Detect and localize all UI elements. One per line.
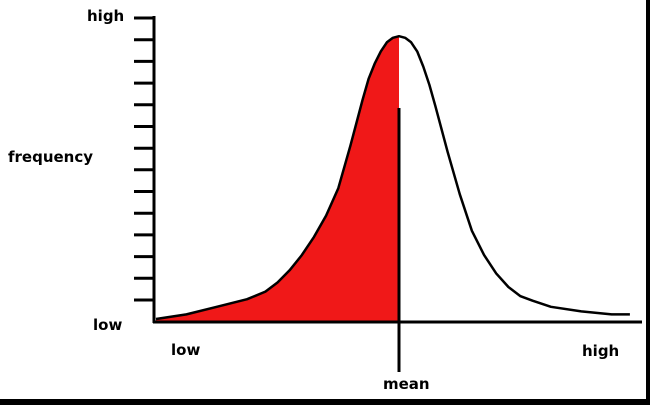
y-axis-title: frequency <box>8 148 93 166</box>
bell-curve-chart: high frequency low low high mean <box>8 7 642 393</box>
x-axis-left-label: low <box>171 341 200 359</box>
y-axis-ticks <box>134 16 154 302</box>
distribution-curve <box>155 34 630 321</box>
x-axis-mean-label: mean <box>383 375 430 393</box>
y-axis-top-label: high <box>87 7 124 25</box>
x-axis-right-label: high <box>582 342 619 360</box>
chart-frame: high frequency low low high mean <box>0 0 646 399</box>
y-axis-bottom-label: low <box>93 316 122 334</box>
shaded-area-left-of-mean <box>156 36 399 322</box>
